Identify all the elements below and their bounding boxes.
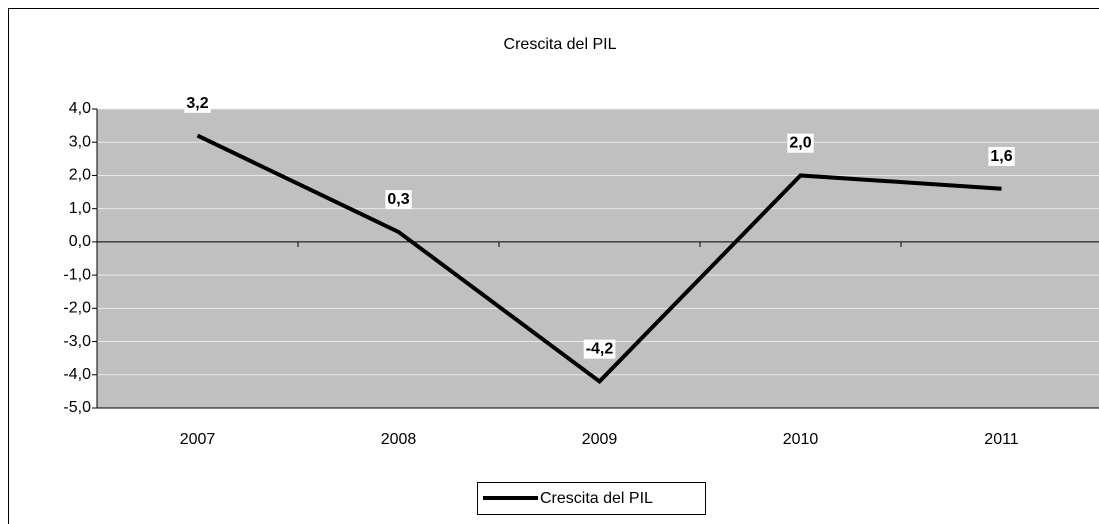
y-tick-label: 0,0	[69, 233, 91, 250]
y-tick-label: 3,0	[69, 133, 91, 150]
y-tick-label: -5,0	[63, 399, 91, 416]
y-tick-label: -1,0	[63, 266, 91, 283]
legend-label: Crescita del PIL	[540, 490, 653, 507]
y-tick-label: -3,0	[63, 333, 91, 350]
x-tick-label: 2007	[180, 431, 216, 448]
value-label-bg	[583, 339, 616, 359]
y-tick-label: -4,0	[63, 366, 91, 383]
y-tick-label: 2,0	[69, 167, 91, 184]
value-label: 0,3	[387, 191, 409, 208]
x-tick-label: 2008	[381, 431, 417, 448]
plot-area	[97, 109, 1099, 408]
x-tick-label: 2009	[582, 431, 618, 448]
y-tick-label: 1,0	[69, 200, 91, 217]
value-label: 3,2	[186, 95, 208, 112]
value-label: -4,2	[586, 341, 614, 358]
value-label-bg	[787, 133, 814, 153]
series-line	[196, 133, 1002, 385]
value-label-bg	[385, 190, 412, 210]
x-tick-label: 2010	[783, 431, 819, 448]
value-label: 2,0	[789, 135, 811, 152]
value-label-bg	[988, 146, 1015, 166]
value-label-bg	[184, 93, 211, 113]
chart-title: Crescita del PIL	[504, 36, 617, 53]
y-tick-label: -2,0	[63, 300, 91, 317]
value-label: 1,6	[990, 148, 1012, 165]
y-tick-label: 4,0	[69, 100, 91, 117]
x-tick-label: 2011	[984, 431, 1019, 448]
